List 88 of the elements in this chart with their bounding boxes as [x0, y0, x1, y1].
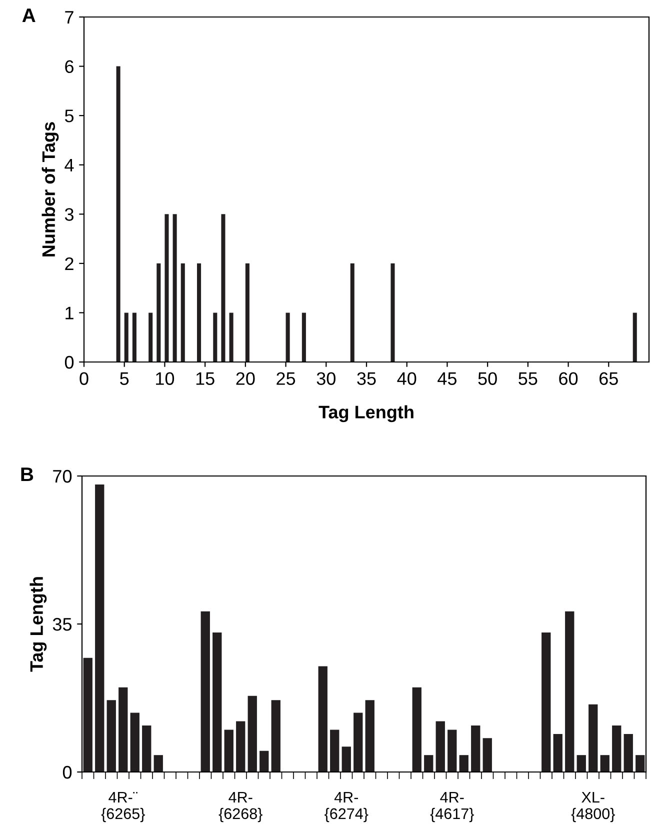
bar	[612, 725, 622, 772]
bar	[553, 734, 562, 772]
bar	[302, 312, 306, 362]
bar	[156, 263, 161, 362]
x-tick-label: 10	[156, 372, 174, 385]
bar	[197, 263, 202, 362]
x-tick-label: 25	[276, 372, 296, 385]
bar	[200, 611, 210, 772]
bar	[318, 666, 328, 772]
x-tick-label: 45	[438, 372, 456, 385]
y-tick-label: 0	[62, 766, 72, 779]
bar	[260, 750, 269, 772]
x-tick-label: 5	[120, 372, 129, 385]
bar	[342, 746, 351, 772]
bar	[124, 312, 128, 362]
y-tick-label: 3	[64, 208, 74, 221]
bar	[132, 312, 136, 362]
bar	[330, 730, 340, 772]
bar	[390, 263, 395, 362]
bar	[365, 700, 374, 772]
y-tick-label: 4	[64, 158, 74, 172]
bar	[542, 632, 551, 772]
y-tick-label: 0	[64, 356, 74, 369]
bar	[576, 755, 586, 772]
bar	[271, 700, 280, 772]
bar	[221, 214, 226, 362]
bar	[164, 214, 169, 362]
text: B	[21, 468, 34, 482]
bar	[448, 730, 457, 772]
bar	[350, 263, 354, 362]
x-tick-label: 4R-¨ {6265}	[101, 792, 145, 822]
x-tick-label: XL- {4800}	[571, 792, 615, 822]
x-tick-label: 15	[196, 372, 214, 385]
x-tick-label: 0	[80, 372, 88, 385]
x-tick-label: 30	[316, 372, 336, 385]
x-tick-label: 50	[478, 372, 497, 385]
bar	[180, 263, 185, 362]
y-tick-label: 6	[65, 60, 74, 74]
bar	[236, 721, 246, 772]
y-tick-label: 5	[64, 110, 74, 122]
x-tick-label: 4R- {6274}	[324, 792, 368, 822]
x-axis-title: Tag Length	[318, 405, 414, 422]
bar	[229, 312, 234, 362]
bar	[245, 263, 250, 362]
bar	[482, 738, 492, 772]
y-tick-label: 2	[65, 257, 74, 270]
bar	[106, 700, 116, 772]
bar	[118, 687, 128, 772]
bar	[172, 214, 177, 362]
bar	[95, 484, 104, 772]
bar	[624, 734, 633, 772]
bar	[248, 696, 257, 772]
bar	[224, 730, 234, 772]
y-tick-label: 70	[53, 470, 72, 483]
bar	[636, 755, 645, 772]
bar	[142, 725, 152, 772]
y-tick-label: 1	[66, 306, 74, 320]
bar	[588, 704, 598, 772]
text: A	[22, 8, 36, 22]
bar	[148, 312, 153, 362]
bar	[154, 755, 163, 772]
bar	[212, 632, 222, 772]
bar	[424, 755, 434, 772]
bar	[130, 712, 140, 772]
bar	[436, 721, 445, 772]
bar	[459, 755, 468, 772]
bar	[116, 66, 120, 362]
y-axis-title: Number of Tags	[42, 122, 59, 256]
bar	[213, 312, 218, 362]
x-tick-label: 55	[518, 372, 538, 385]
x-tick-label: 4R- {4617}	[430, 792, 474, 822]
y-tick-label: 35	[52, 618, 72, 631]
x-tick-label: 65	[600, 372, 618, 385]
y-tick-label: 7	[65, 11, 74, 24]
bar	[286, 312, 290, 362]
y-axis-title: Tag Length	[30, 577, 47, 672]
x-tick-label: 4R- {6268}	[218, 792, 262, 822]
bar	[83, 658, 92, 772]
bar	[632, 312, 637, 362]
bar	[471, 725, 480, 772]
bar	[412, 687, 422, 772]
bar	[600, 755, 610, 772]
bar	[565, 611, 574, 772]
bar	[354, 712, 363, 772]
x-tick-label: 40	[397, 372, 416, 385]
x-tick-label: 35	[357, 372, 376, 385]
x-tick-label: 60	[559, 372, 578, 385]
x-tick-label: 20	[236, 372, 255, 385]
